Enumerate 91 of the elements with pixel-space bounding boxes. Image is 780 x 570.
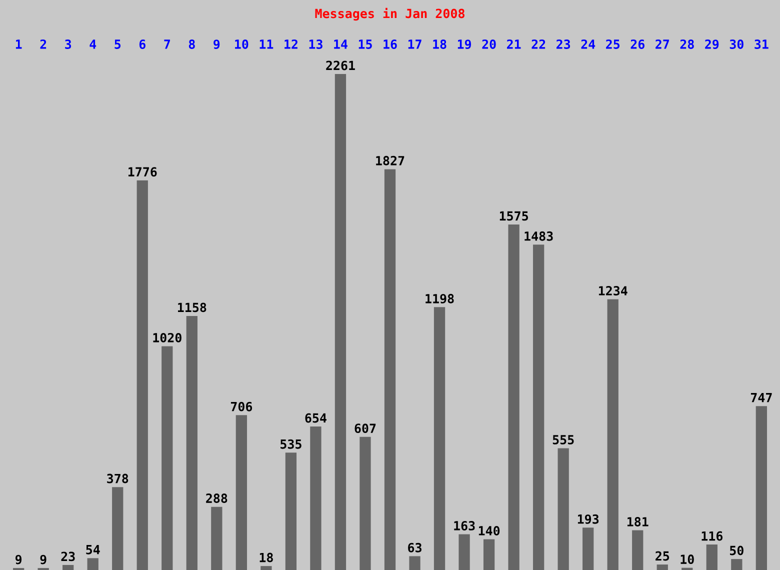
data-label: 1234 bbox=[598, 286, 628, 296]
bar bbox=[632, 530, 644, 570]
data-label: 607 bbox=[354, 424, 376, 434]
x-tick-label: 27 bbox=[656, 39, 669, 49]
bar bbox=[384, 169, 396, 570]
bar bbox=[236, 415, 247, 570]
bar bbox=[62, 564, 74, 570]
x-tick-label: 17 bbox=[408, 40, 422, 49]
bar bbox=[607, 299, 618, 570]
data-label: 1198 bbox=[426, 294, 454, 304]
bar bbox=[409, 556, 420, 570]
x-tick-label: 11 bbox=[260, 40, 274, 49]
bar bbox=[582, 528, 594, 570]
bar bbox=[434, 307, 446, 570]
data-label: 50 bbox=[730, 546, 744, 556]
data-label: 555 bbox=[552, 435, 574, 444]
chart-title: Messages in Jan 2008 bbox=[315, 8, 464, 21]
bar bbox=[756, 406, 767, 570]
data-label: 25 bbox=[656, 551, 670, 561]
data-label: 654 bbox=[305, 413, 326, 423]
x-tick-label: 24 bbox=[581, 39, 596, 49]
x-tick-label: 7 bbox=[164, 40, 170, 49]
x-tick-label: 2 bbox=[40, 39, 46, 49]
x-tick-label: 6 bbox=[139, 40, 146, 49]
data-label: 378 bbox=[107, 474, 128, 484]
bar bbox=[334, 74, 346, 570]
bar bbox=[87, 558, 98, 570]
bar bbox=[211, 506, 222, 570]
x-tick-label: 1 bbox=[16, 40, 22, 49]
bar bbox=[558, 448, 569, 570]
x-tick-label: 12 bbox=[284, 39, 298, 49]
bar bbox=[656, 564, 668, 570]
x-tick-label: 13 bbox=[309, 39, 322, 49]
x-tick-label: 19 bbox=[458, 40, 472, 50]
bar bbox=[483, 539, 495, 570]
x-tick-label: 15 bbox=[358, 40, 372, 49]
data-label: 54 bbox=[86, 545, 100, 554]
bar bbox=[731, 559, 742, 570]
x-tick-label: 28 bbox=[680, 39, 694, 49]
data-label: 23 bbox=[61, 552, 75, 562]
data-label: 747 bbox=[750, 393, 772, 402]
x-tick-label: 31 bbox=[754, 39, 768, 49]
bar bbox=[186, 316, 198, 570]
x-tick-label: 23 bbox=[556, 39, 570, 49]
data-label: 1158 bbox=[178, 302, 206, 312]
data-label: 1575 bbox=[500, 211, 528, 221]
data-label: 1020 bbox=[153, 332, 182, 342]
x-tick-label: 5 bbox=[114, 40, 121, 49]
data-label: 1483 bbox=[524, 231, 553, 241]
data-label: 193 bbox=[578, 514, 599, 524]
x-tick-label: 8 bbox=[188, 39, 195, 49]
data-label: 535 bbox=[280, 439, 302, 449]
bar bbox=[310, 426, 322, 570]
x-tick-label: 29 bbox=[705, 39, 719, 50]
x-tick-label: 30 bbox=[730, 39, 744, 49]
data-label: 1776 bbox=[128, 167, 157, 177]
bar bbox=[112, 487, 124, 570]
x-tick-label: 3 bbox=[65, 39, 72, 49]
bar bbox=[360, 436, 371, 570]
data-label: 181 bbox=[627, 517, 648, 526]
x-tick-label: 25 bbox=[606, 39, 620, 49]
bar bbox=[458, 534, 470, 570]
data-label: 2261 bbox=[326, 60, 355, 70]
x-tick-label: 22 bbox=[532, 39, 546, 49]
data-label: 9 bbox=[40, 554, 46, 564]
data-label: 288 bbox=[206, 494, 228, 504]
data-label: 163 bbox=[454, 520, 475, 530]
x-tick-label: 18 bbox=[433, 39, 446, 49]
data-label: 706 bbox=[230, 402, 252, 412]
x-tick-label: 9 bbox=[214, 40, 220, 50]
x-tick-label: 10 bbox=[235, 39, 248, 49]
x-tick-label: 21 bbox=[506, 39, 521, 49]
data-label: 63 bbox=[408, 542, 422, 552]
x-tick-label: 4 bbox=[90, 40, 96, 49]
bar bbox=[136, 180, 148, 570]
data-label: 1827 bbox=[376, 156, 404, 166]
data-label: 10 bbox=[680, 554, 694, 564]
x-tick-label: 14 bbox=[334, 40, 348, 49]
bar bbox=[260, 566, 272, 570]
bar bbox=[162, 346, 173, 570]
x-tick-label: 20 bbox=[482, 39, 496, 49]
x-tick-label: 16 bbox=[384, 40, 397, 49]
bar bbox=[533, 244, 544, 570]
x-tick-label: 26 bbox=[630, 39, 644, 49]
bar bbox=[285, 452, 297, 570]
bar bbox=[706, 544, 718, 570]
data-label: 9 bbox=[15, 554, 22, 564]
data-label: 18 bbox=[260, 552, 273, 562]
data-label: 140 bbox=[478, 526, 500, 536]
bar bbox=[508, 224, 520, 570]
data-label: 116 bbox=[702, 531, 723, 541]
